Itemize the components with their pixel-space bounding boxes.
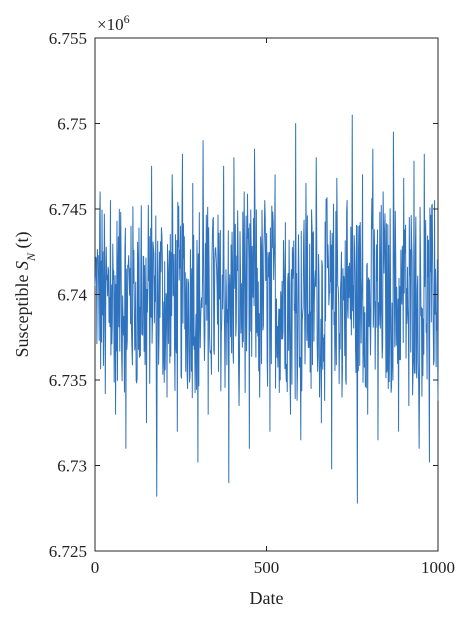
plot-area <box>94 37 439 552</box>
y-tick-label: 6.745 <box>49 200 87 219</box>
y-tick-label: 6.735 <box>49 371 87 390</box>
x-axis: 0 500 1000 <box>91 38 455 577</box>
y-tick-label: 6.75 <box>57 115 87 134</box>
x-tick-label: 500 <box>254 558 280 577</box>
y-axis-title: Susceptible SN (t) <box>12 231 38 357</box>
x-tick-label: 1000 <box>421 558 455 577</box>
y-axis-exponent-label: ×106 <box>97 12 130 34</box>
y-tick-label: 6.73 <box>57 457 87 476</box>
series-line <box>94 114 439 504</box>
y-axis-title-var: S <box>12 261 32 270</box>
y-axis-title-text: Susceptible <box>12 270 32 358</box>
y-axis-title-arg: (t) <box>12 231 33 253</box>
y-axis-title-sub: N <box>24 252 38 262</box>
y-tick-label: 6.755 <box>49 29 87 48</box>
exponent-base: ×10 <box>97 15 124 34</box>
y-axis: 6.725 6.73 6.735 6.74 6.745 6.75 6.755 <box>49 29 438 561</box>
y-tick-label: 6.74 <box>57 286 87 305</box>
x-axis-title: Date <box>250 588 284 608</box>
y-tick-label: 6.725 <box>49 542 87 561</box>
x-tick-label: 0 <box>91 558 100 577</box>
exponent-power: 6 <box>124 12 130 26</box>
